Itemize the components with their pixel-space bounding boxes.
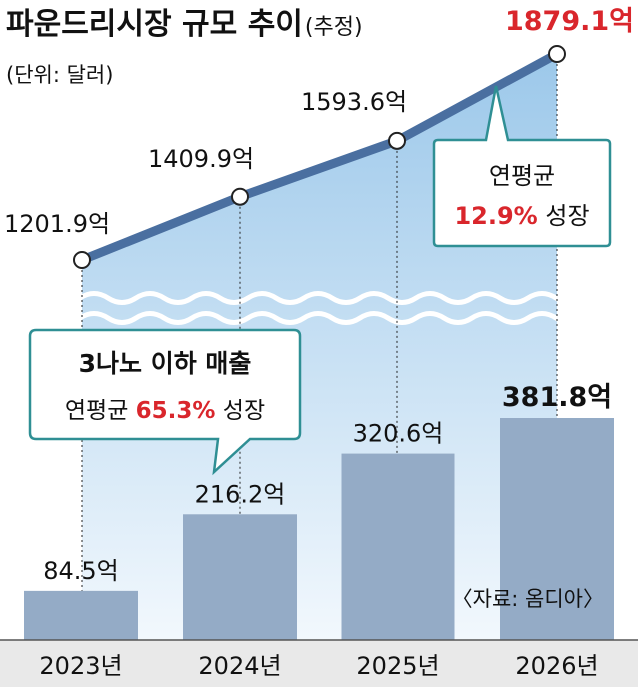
bar-value-label: 216.2억: [195, 480, 286, 508]
x-tick-label: 2026년: [515, 652, 598, 680]
bar-value-label: 84.5억: [43, 557, 119, 585]
line-series: [77, 49, 562, 265]
bar-value-label: 381.8억: [502, 382, 612, 413]
line-value-label: 1201.9억: [4, 210, 110, 238]
line-point-2026년: [548, 45, 566, 63]
line-point-2024년: [231, 187, 249, 206]
chart-title: 파운드리시장 규모 추이(추정): [6, 7, 363, 42]
bar-callout-rest: 성장: [215, 398, 265, 424]
unit-label: (단위: 달러): [6, 63, 113, 87]
line-value-label: 1409.9억: [148, 145, 254, 173]
bar-callout-prefix: 연평균: [65, 398, 136, 424]
x-tick-label: 2023년: [39, 652, 122, 680]
x-tick-label: 2024년: [198, 652, 281, 680]
bar-2025년: [341, 453, 455, 640]
bar-callout-line: 연평균 65.3% 성장: [65, 398, 265, 424]
source-label: 〈자료: 옴디아〉: [452, 587, 604, 611]
bar-2026년: [500, 418, 614, 640]
line-value-label: 1593.6억: [301, 88, 407, 116]
x-axis-band: [0, 640, 638, 687]
line-callout-line1: 연평균: [489, 162, 555, 190]
wave-separator: [78, 291, 586, 325]
line-point-2023년: [73, 251, 91, 269]
bar-layer: [24, 418, 614, 640]
line-point-2025년: [388, 131, 406, 150]
value-labels: 1201.9억 1409.9억 1593.6억 1879.1억 84.5억 216.2억 3…: [4, 6, 634, 585]
bar-2024년: [183, 514, 297, 640]
bar-value-label: 320.6억: [353, 420, 444, 448]
line-callout-rest: 성장: [538, 202, 590, 230]
bar-callout-title: 3나노 이하 매출: [79, 349, 252, 378]
x-tick-label: 2025년: [356, 652, 439, 680]
bar-growth-callout: 3나노 이하 매출 연평균 65.3% 성장: [28, 328, 302, 476]
line-callout-line2: 12.9% 성장: [454, 202, 589, 230]
chart-title-note: (추정): [305, 15, 363, 40]
x-axis-ticks: 2023년 2024년 2025년 2026년: [39, 652, 598, 680]
line-growth-callout: 연평균 12.9% 성장: [432, 85, 612, 248]
line-callout-rate: 12.9%: [454, 202, 537, 230]
bar-callout-rate: 65.3%: [136, 398, 216, 424]
bar-2023년: [24, 590, 138, 640]
line-series-layer: [73, 45, 566, 269]
line-value-label: 1879.1억: [505, 6, 634, 37]
